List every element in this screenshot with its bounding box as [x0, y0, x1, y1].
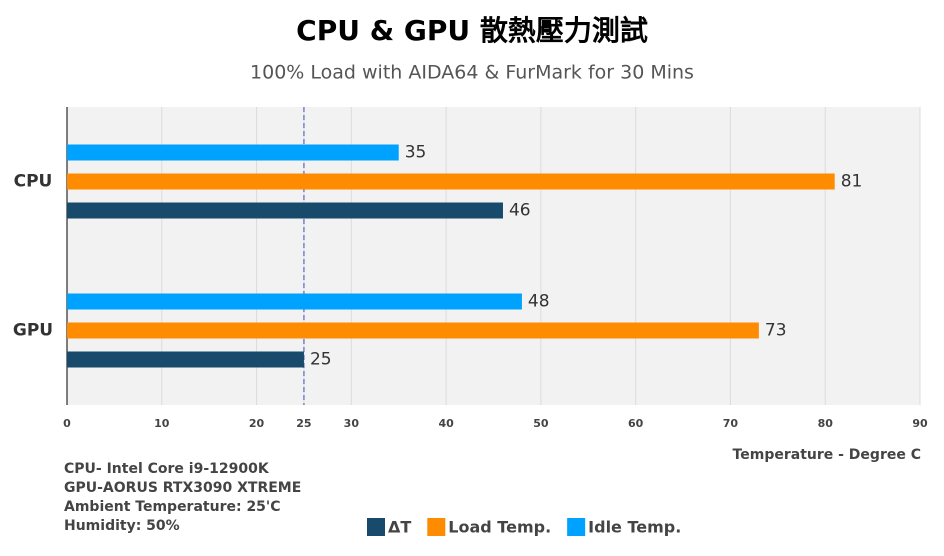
chart-title: CPU & GPU 散熱壓力測試: [296, 14, 648, 47]
legend-label: Load Temp.: [448, 518, 551, 537]
legend-label: Idle Temp.: [588, 518, 681, 537]
bar: [67, 322, 759, 339]
x-tick-label: 25: [296, 417, 311, 430]
note: GPU-AORUS RTX3090 XTREME: [64, 480, 301, 496]
y-tick-label: CPU: [14, 172, 53, 192]
value-label: 25: [310, 350, 332, 370]
x-tick-label: 60: [628, 417, 644, 430]
x-tick-label: 20: [249, 417, 265, 430]
value-label: 73: [765, 321, 787, 341]
x-tick-label: 90: [912, 417, 928, 430]
x-tick-label: 40: [438, 417, 454, 430]
legend-swatch: [367, 518, 385, 536]
y-tick-label: GPU: [13, 321, 53, 341]
note: Ambient Temperature: 25'C: [64, 499, 281, 515]
x-tick-label: 0: [63, 417, 71, 430]
bar: [67, 202, 503, 219]
x-tick-label: 30: [344, 417, 360, 430]
legend-swatch: [567, 518, 586, 536]
bar: [67, 173, 835, 190]
x-tick-label: 80: [818, 417, 834, 430]
bar: [67, 293, 522, 310]
bar: [67, 351, 304, 368]
value-label: 35: [405, 143, 427, 163]
legend-label: ΔT: [388, 518, 411, 537]
value-label: 46: [509, 201, 531, 221]
chart-subtitle: 100% Load with AIDA64 & FurMark for 30 M…: [250, 62, 694, 84]
x-axis-label: Temperature - Degree C: [733, 447, 921, 463]
x-tick-label: 10: [154, 417, 170, 430]
note: Humidity: 50%: [64, 518, 180, 534]
bar: [67, 144, 399, 161]
x-tick-label: 70: [723, 417, 739, 430]
value-label: 48: [528, 292, 550, 312]
note: CPU- Intel Core i9-12900K: [64, 461, 270, 477]
legend-swatch: [427, 518, 446, 536]
x-tick-label: 50: [533, 417, 549, 430]
value-label: 81: [841, 172, 863, 192]
